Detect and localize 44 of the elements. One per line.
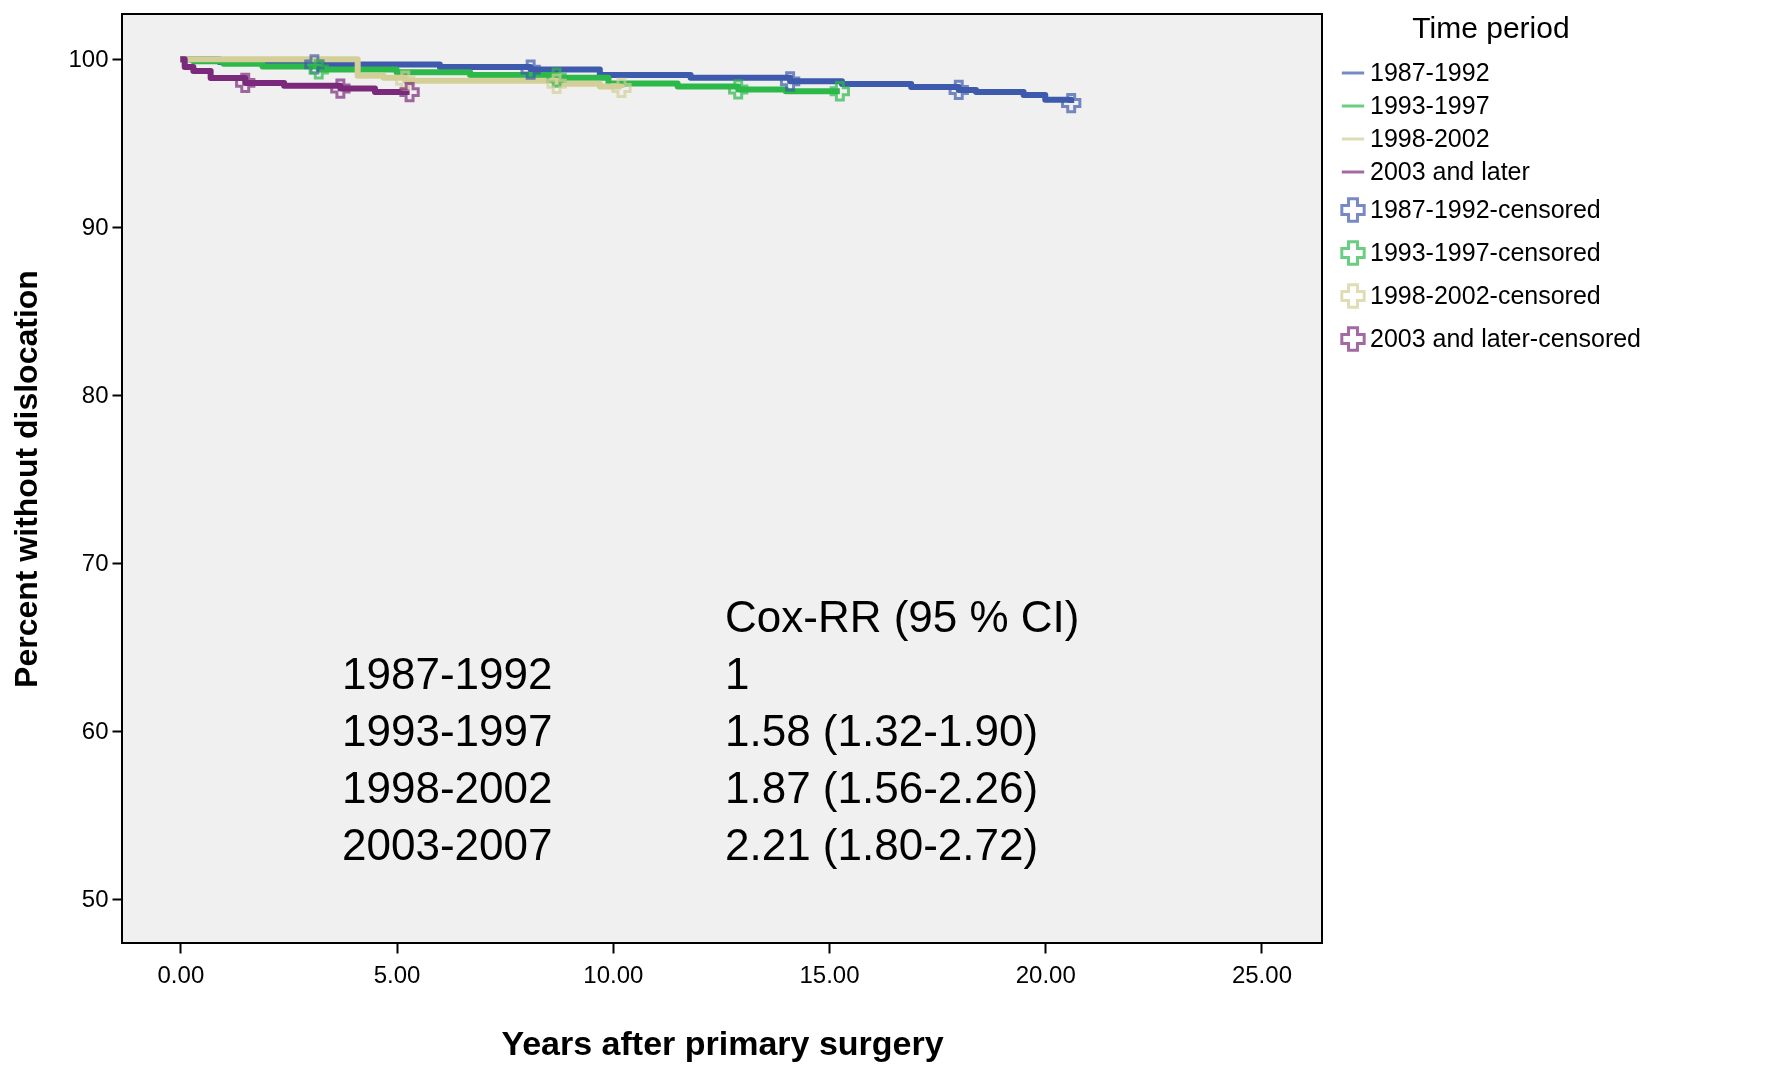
annotation: 1.87 (1.56-2.26) bbox=[725, 763, 1039, 812]
point bbox=[779, 71, 801, 92]
point bbox=[520, 59, 541, 80]
legend-label: 1993-1997 bbox=[1370, 91, 1490, 119]
point bbox=[546, 73, 567, 94]
y-tick-label: 80 bbox=[81, 380, 109, 408]
annotation: 2003-2007 bbox=[342, 820, 553, 869]
legend-label: 2003 and later-censored bbox=[1370, 324, 1642, 352]
x-tick-label: 25.00 bbox=[1231, 960, 1292, 988]
x-tick-label: 5.00 bbox=[373, 960, 421, 988]
legend-title: Time period bbox=[1412, 11, 1570, 44]
y-tick-label: 70 bbox=[81, 548, 109, 576]
legend-label: 1993-1997-censored bbox=[1370, 238, 1601, 266]
point bbox=[308, 59, 329, 80]
y-tick-label: 100 bbox=[68, 44, 109, 72]
point bbox=[728, 79, 749, 100]
y-tick-label: 50 bbox=[81, 884, 109, 912]
point bbox=[399, 81, 420, 103]
annotation: 1.58 (1.32-1.90) bbox=[725, 706, 1039, 755]
legend-label: 1987-1992-censored bbox=[1370, 195, 1601, 223]
y-tick-label: 90 bbox=[81, 212, 109, 240]
point bbox=[829, 81, 850, 102]
legend-label: 2003 and later bbox=[1370, 157, 1530, 185]
x-tick-label: 10.00 bbox=[583, 960, 644, 988]
annotation: 1987-1992 bbox=[342, 649, 553, 698]
point bbox=[611, 77, 632, 99]
x-tick-label: 15.00 bbox=[799, 960, 860, 988]
y-tick-label: 60 bbox=[81, 716, 109, 744]
legend-label: 1998-2002-censored bbox=[1370, 281, 1601, 309]
legend-label: 1998-2002 bbox=[1370, 124, 1490, 152]
annotation: 1998-2002 bbox=[342, 763, 553, 812]
annotation: 1 bbox=[725, 649, 750, 698]
legend-label: 1987-1992 bbox=[1370, 58, 1490, 86]
y-axis-title: Percent without dislocation bbox=[8, 270, 45, 688]
point bbox=[1061, 92, 1082, 114]
annotation: 1993-1997 bbox=[342, 706, 553, 755]
point bbox=[948, 79, 969, 101]
x-tick-label: 20.00 bbox=[1015, 960, 1076, 988]
point bbox=[330, 78, 351, 99]
annotation: 2.21 (1.80-2.72) bbox=[725, 820, 1039, 869]
x-axis-title: Years after primary surgery bbox=[501, 1023, 944, 1062]
point bbox=[235, 72, 256, 94]
x-tick-label: 0.00 bbox=[157, 960, 205, 988]
annotation: Cox-RR (95 % CI) bbox=[725, 592, 1080, 641]
